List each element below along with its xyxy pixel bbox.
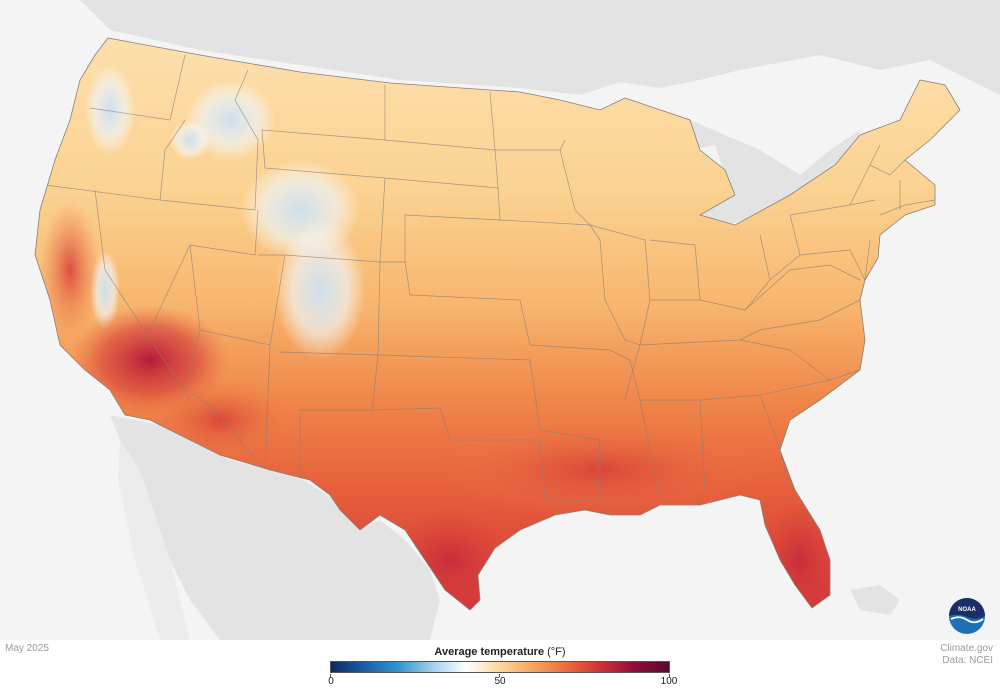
- noaa-logo-text: NOAA: [958, 607, 976, 613]
- credit-data: Data: NCEI: [942, 655, 993, 666]
- legend-title: Average temperature (°F): [330, 646, 670, 658]
- surrounding-land: [0, 0, 1000, 640]
- temperature-map: NOAA: [0, 0, 1000, 640]
- date-label: May 2025: [5, 643, 49, 654]
- noaa-logo-icon: NOAA: [949, 598, 985, 634]
- legend-label-min: 0: [328, 676, 334, 687]
- legend-title-unit: (°F): [547, 646, 566, 658]
- state-borders: [44, 54, 936, 516]
- map-canvas: [0, 0, 1000, 640]
- legend-label-mid: 50: [494, 676, 506, 687]
- credit-block: Climate.gov Data: NCEI: [940, 643, 993, 667]
- legend-tick-mid: [499, 674, 500, 677]
- credit-site[interactable]: Climate.gov: [940, 643, 993, 654]
- legend-tick-max: [669, 674, 670, 677]
- map-footer: May 2025 Average temperature (°F) 0 50 1…: [0, 640, 1000, 690]
- legend-color-bar: [330, 661, 670, 673]
- legend-title-text: Average temperature: [434, 646, 545, 658]
- legend-label-max: 100: [660, 676, 678, 687]
- legend-tick-min: [330, 674, 331, 677]
